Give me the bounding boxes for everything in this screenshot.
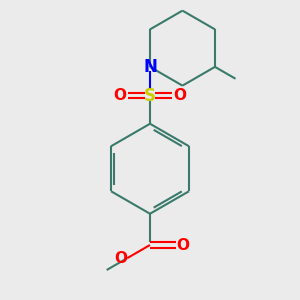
Text: N: N bbox=[143, 58, 157, 76]
Text: O: O bbox=[173, 88, 187, 103]
Text: O: O bbox=[115, 250, 128, 266]
Text: S: S bbox=[144, 87, 156, 105]
Text: O: O bbox=[113, 88, 127, 103]
Text: O: O bbox=[176, 238, 189, 253]
